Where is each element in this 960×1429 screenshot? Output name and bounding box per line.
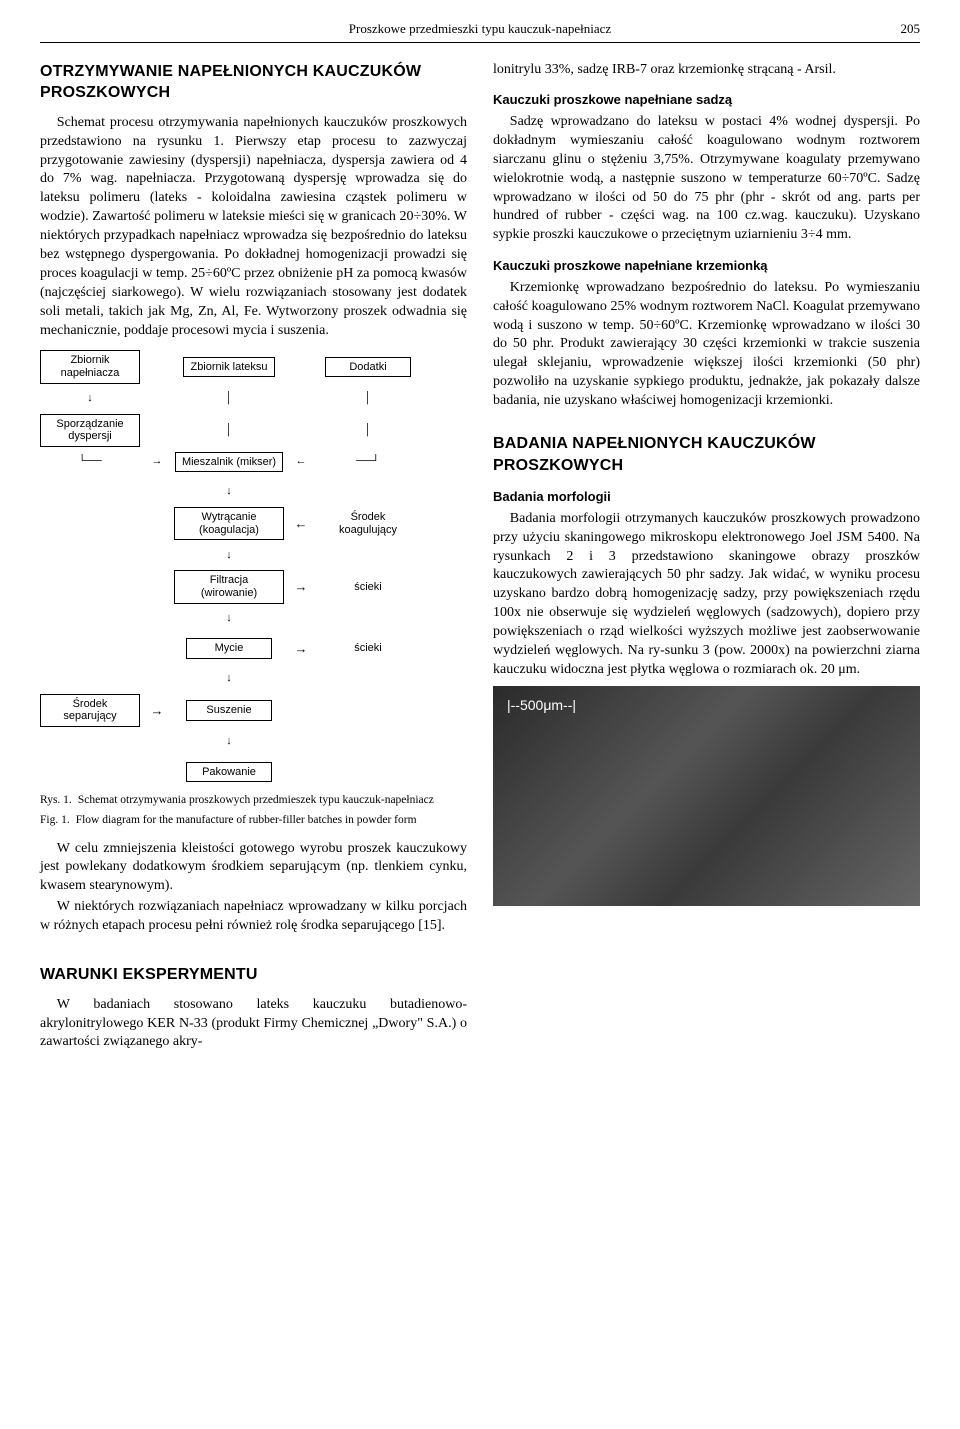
arrow-down-icon: ↓ xyxy=(174,486,284,497)
section-heading-otrzymywanie: OTRZYMYWANIE NAPEŁNIONYCH KAUCZUKÓW PROS… xyxy=(40,61,467,104)
flow-node-scieki-1: ścieki xyxy=(325,578,411,597)
fig1-text-en: Flow diagram for the manufacture of rubb… xyxy=(76,813,417,827)
right-paragraph-2: Krzemionkę wprowadzano bezpośrednio do l… xyxy=(493,279,920,411)
fig1-caption-pl: Rys. 1. Schemat otrzymywania proszkowych… xyxy=(40,793,467,807)
left-paragraph-1: Schemat procesu otrzymywania napełnionyc… xyxy=(40,114,467,341)
fig1-label-pl: Rys. 1. xyxy=(40,793,72,807)
sem-scale-bar-label: |--500μm--| xyxy=(507,696,576,715)
arrow-left-icon: ← xyxy=(292,456,310,467)
fig1-label-en: Fig. 1. xyxy=(40,813,70,827)
sem-micrograph-image: |--500μm--| xyxy=(493,686,920,906)
right-column: lonitrylu 33%, sadzę IRB-7 oraz krzemion… xyxy=(493,61,920,1055)
fig1-text-pl: Schemat otrzymywania proszkowych przedmi… xyxy=(78,793,434,807)
left-paragraph-4: W badaniach stosowano lateks kauczuku bu… xyxy=(40,996,467,1053)
flow-node-pakowanie: Pakowanie xyxy=(186,762,272,783)
arrow-down-icon: ↓ xyxy=(40,393,140,404)
arrow-down-icon: └── xyxy=(40,456,140,467)
subsection-krzemionka: Kauczuki proszkowe napełniane krzemionką xyxy=(493,257,920,275)
arrow-down-icon: │ xyxy=(318,425,418,436)
section-heading-warunki: WARUNKI EKSPERYMENTU xyxy=(40,964,467,986)
arrow-down-icon: │ xyxy=(318,393,418,404)
left-column: OTRZYMYWANIE NAPEŁNIONYCH KAUCZUKÓW PROS… xyxy=(40,61,467,1055)
flow-node-zbiornik-napelniacza: Zbiornik napełniacza xyxy=(40,350,140,383)
running-header: Proszkowe przedmieszki typu kauczuk-nape… xyxy=(40,20,920,38)
arrow-right-icon: → xyxy=(148,704,166,717)
flow-node-wytracanie: Wytrącanie (koagulacja) xyxy=(174,507,284,540)
right-paragraph-3: Badania morfologii otrzymanych kauczuków… xyxy=(493,510,920,680)
arrow-down-icon: ↓ xyxy=(174,550,284,561)
header-rule xyxy=(40,42,920,43)
flow-node-srodek-sep: Środek separujący xyxy=(40,694,140,727)
arrow-down-icon: │ xyxy=(174,393,284,404)
two-column-layout: OTRZYMYWANIE NAPEŁNIONYCH KAUCZUKÓW PROS… xyxy=(40,61,920,1055)
running-title: Proszkowe przedmieszki typu kauczuk-nape… xyxy=(349,21,611,36)
subsection-morfologia: Badania morfologii xyxy=(493,488,920,506)
flow-node-srodek-koag: Środek koagulujący xyxy=(318,508,418,539)
subsection-sadza: Kauczuki proszkowe napełniane sadzą xyxy=(493,91,920,109)
flow-node-mieszalnik: Mieszalnik (mikser) xyxy=(175,452,283,473)
flow-node-sporzadzanie: Sporządzanie dyspersji xyxy=(40,414,140,447)
flow-node-scieki-2: ścieki xyxy=(325,639,411,658)
flow-node-dodatki: Dodatki xyxy=(325,357,411,378)
section-heading-badania: BADANIA NAPEŁNIONYCH KAUCZUKÓW PROSZKOWY… xyxy=(493,433,920,476)
arrow-down-icon: ↓ xyxy=(174,673,284,684)
left-paragraph-3: W niektórych rozwiązaniach napełniacz wp… xyxy=(40,898,467,936)
flow-node-filtracja: Filtracja (wirowanie) xyxy=(174,570,284,603)
arrow-down-icon: ↓ xyxy=(174,613,284,624)
arrow-right-icon: → xyxy=(148,456,166,467)
flow-node-mycie: Mycie xyxy=(186,638,272,659)
arrow-right-icon: → xyxy=(292,580,310,593)
right-paragraph-0: lonitrylu 33%, sadzę IRB-7 oraz krzemion… xyxy=(493,61,920,80)
fig1-caption-en: Fig. 1. Flow diagram for the manufacture… xyxy=(40,813,467,827)
arrow-left-icon: ← xyxy=(292,517,310,530)
arrow-right-icon: → xyxy=(292,642,310,655)
left-paragraph-2: W celu zmniejszenia kleistości gotowego … xyxy=(40,840,467,897)
flowchart-fig1: Zbiornik napełniacza Zbiornik lateksu Do… xyxy=(40,350,467,786)
arrow-down-icon: ──┘ xyxy=(318,456,418,467)
flow-node-suszenie: Suszenie xyxy=(186,700,272,721)
arrow-down-icon: │ xyxy=(174,425,284,436)
flow-node-zbiornik-lateksu: Zbiornik lateksu xyxy=(183,357,274,378)
arrow-down-icon: ↓ xyxy=(174,736,284,747)
right-paragraph-1: Sadzę wprowadzano do lateksu w postaci 4… xyxy=(493,113,920,245)
page-number: 205 xyxy=(901,20,921,38)
